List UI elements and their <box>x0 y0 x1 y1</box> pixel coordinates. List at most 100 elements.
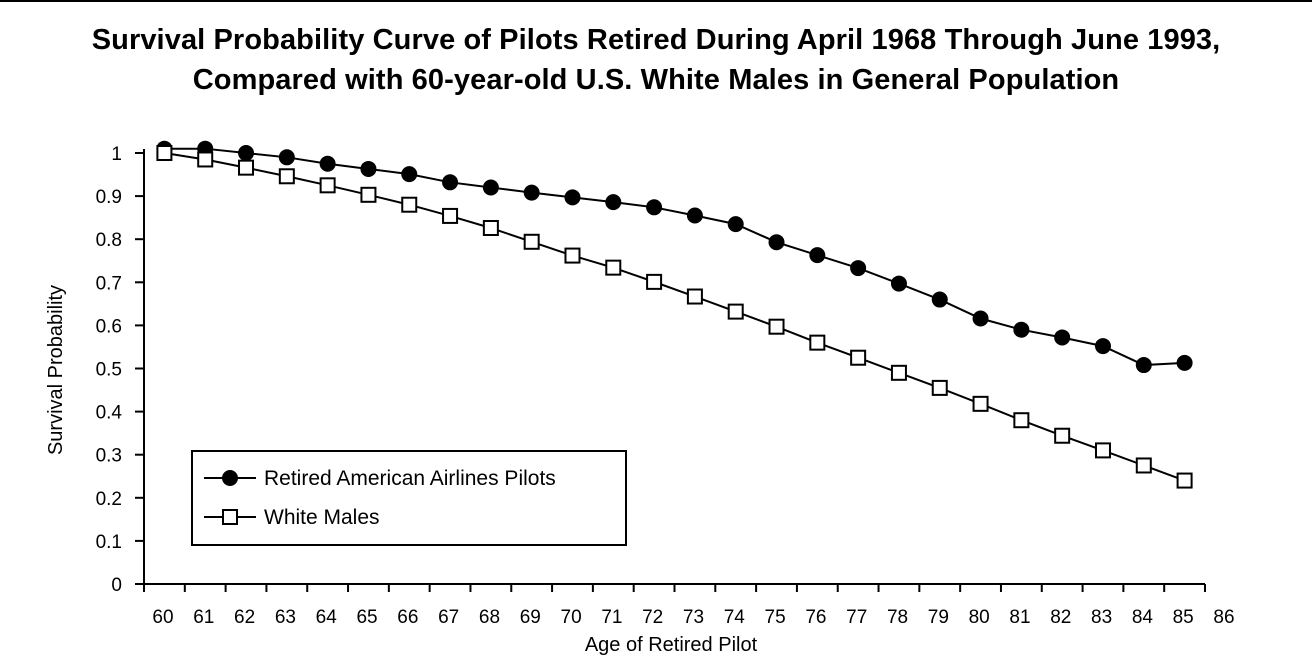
data-point <box>1013 321 1030 338</box>
data-point <box>1094 338 1111 355</box>
legend: Retired American Airlines Pilots White M… <box>191 450 627 546</box>
data-point <box>360 160 377 177</box>
y-tick-label: 0.5 <box>96 360 122 381</box>
chart-title-line-2: Compared with 60-year-old U.S. White Mal… <box>192 64 1120 96</box>
data-point <box>1135 357 1152 374</box>
data-point <box>401 166 418 183</box>
y-tick-label: 0.6 <box>96 316 122 337</box>
axes: 0 0.1 0.2 0.3 0.4 0.5 0.6 0.7 0.8 0.9 1 60 61 62 63 64 6… <box>96 144 1235 628</box>
data-point <box>646 199 663 216</box>
data-point <box>156 145 173 161</box>
x-tick-label: 76 <box>805 607 826 628</box>
data-point <box>809 247 826 264</box>
x-tick-label: 72 <box>642 607 663 628</box>
legend-marker-white-males <box>222 509 238 525</box>
data-point <box>523 233 540 250</box>
x-tick-label: 68 <box>479 607 500 628</box>
x-tick-label: 82 <box>1050 607 1071 628</box>
data-point <box>197 151 214 168</box>
legend-label-pilots: Retired American Airlines Pilots <box>264 467 556 490</box>
y-tick-label: 0.2 <box>96 489 122 510</box>
data-point <box>1176 354 1193 371</box>
series-1 <box>156 145 1193 489</box>
x-tick-label: 80 <box>969 607 990 628</box>
y-axis-title: Survival Probability <box>45 285 67 455</box>
y-tick-label: 0.4 <box>96 403 123 424</box>
data-point <box>809 334 826 351</box>
data-point <box>972 310 989 327</box>
data-point <box>890 275 907 292</box>
data-point <box>238 159 255 176</box>
x-tick-label: 71 <box>601 607 622 628</box>
data-point <box>319 155 336 172</box>
x-tick-label: 81 <box>1009 607 1030 628</box>
x-tick-label: 60 <box>152 607 173 628</box>
data-point <box>605 194 622 211</box>
y-tick-label: 0.8 <box>96 230 122 251</box>
y-tick-label: 0 <box>111 575 122 596</box>
data-point <box>523 184 540 201</box>
legend-label-white-males: White Males <box>264 506 380 529</box>
y-tick-label: 0.9 <box>96 187 122 208</box>
data-point <box>850 349 867 366</box>
data-point <box>1094 442 1111 459</box>
x-tick-label: 65 <box>356 607 377 628</box>
y-tick-label: 0.3 <box>96 446 122 467</box>
legend-marker-pilots <box>222 470 238 486</box>
y-tick-label: 0.1 <box>96 532 122 553</box>
data-point <box>278 168 295 185</box>
legend-box <box>191 450 627 546</box>
x-tick-label: 79 <box>928 607 949 628</box>
y-tick-label: 0.7 <box>96 273 122 294</box>
data-point <box>686 288 703 305</box>
data-point <box>238 145 255 161</box>
data-point <box>890 364 907 381</box>
data-point <box>686 207 703 224</box>
data-point <box>360 186 377 203</box>
data-point <box>442 174 459 191</box>
data-point <box>850 260 867 277</box>
x-tick-label: 77 <box>846 607 867 628</box>
data-point <box>564 189 581 206</box>
data-point <box>278 149 295 166</box>
series-0 <box>156 140 1193 374</box>
data-point <box>768 318 785 335</box>
y-tick-label: 1 <box>111 144 122 165</box>
data-point <box>482 219 499 236</box>
x-tick-label: 83 <box>1091 607 1112 628</box>
x-tick-label: 84 <box>1132 607 1154 628</box>
data-point <box>768 234 785 251</box>
data-point <box>1013 412 1030 429</box>
data-point <box>972 395 989 412</box>
data-point <box>727 303 744 320</box>
series-line <box>164 152 1185 482</box>
series-layer <box>156 140 1193 489</box>
data-point <box>401 196 418 213</box>
x-tick-label: 63 <box>275 607 296 628</box>
top-rule <box>0 0 1312 2</box>
data-point <box>727 216 744 233</box>
data-point <box>319 177 336 194</box>
data-point <box>1135 457 1152 474</box>
x-tick-label: 67 <box>438 607 459 628</box>
data-point <box>482 179 499 196</box>
data-point <box>931 379 948 396</box>
x-tick-label: 69 <box>520 607 541 628</box>
data-point <box>442 207 459 224</box>
data-point <box>564 247 581 264</box>
data-point <box>931 291 948 308</box>
x-tick-label: 66 <box>397 607 418 628</box>
x-axis-title: Age of Retired Pilot <box>585 634 758 656</box>
x-tick-label: 61 <box>193 607 214 628</box>
chart-title-line-1: Survival Probability Curve of Pilots Ret… <box>91 24 1221 56</box>
data-point <box>605 259 622 276</box>
x-tick-label: 62 <box>234 607 255 628</box>
x-tick-label: 74 <box>724 607 746 628</box>
data-point <box>1054 427 1071 444</box>
data-point <box>1176 472 1193 489</box>
x-tick-label: 64 <box>316 607 338 628</box>
series-line <box>164 147 1185 367</box>
data-point <box>1054 329 1071 346</box>
x-tick-label: 70 <box>561 607 582 628</box>
